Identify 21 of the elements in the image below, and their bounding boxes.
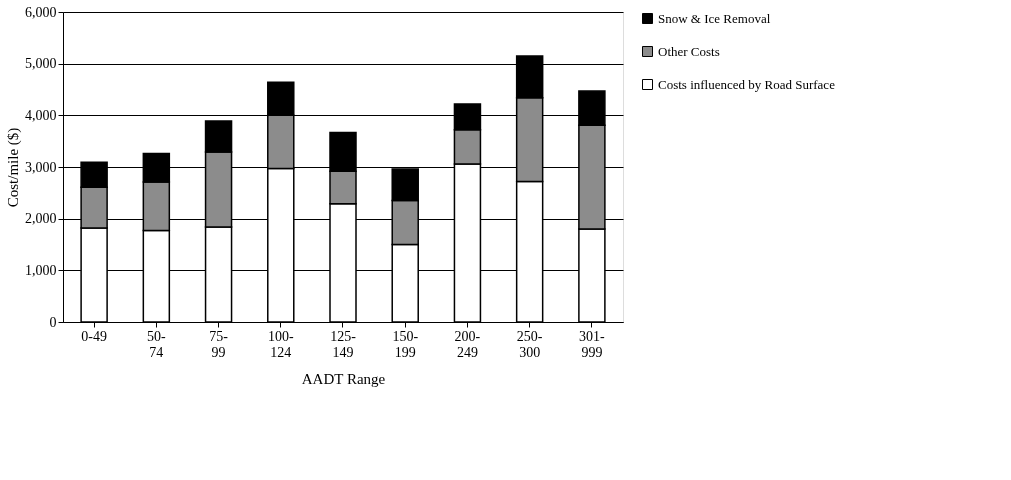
- y-tick-label: 6,000: [25, 4, 57, 20]
- legend-label: Snow & Ice Removal: [658, 10, 771, 26]
- legend-label: Costs influenced by Road Surface: [658, 76, 836, 92]
- x-tick-label: 150- 199: [392, 328, 419, 360]
- x-tick-label: 125- 149: [330, 328, 357, 360]
- x-tick-label: 301- 999: [579, 328, 606, 360]
- x-tick-label: 250- 300: [516, 328, 543, 360]
- y-tick-label: 4,000: [25, 107, 57, 123]
- x-tick-label: 0-49: [81, 328, 107, 344]
- x-tick-label: 200- 249: [454, 328, 481, 360]
- x-axis-title: AADT Range: [301, 370, 386, 387]
- y-tick-label: 2,000: [25, 211, 57, 227]
- x-tick-label: 75- 99: [209, 328, 229, 360]
- y-tick-label: 5,000: [25, 56, 57, 72]
- y-tick-label: 1,000: [25, 262, 57, 278]
- x-tick-label: 100- 124: [267, 328, 294, 360]
- legend-label: Other Costs: [658, 43, 720, 59]
- x-tick-label: 50- 74: [147, 328, 166, 360]
- y-tick-label: 3,000: [25, 159, 57, 175]
- y-tick-label: 0: [49, 314, 57, 330]
- y-axis-title: Cost/mile ($): [5, 127, 22, 208]
